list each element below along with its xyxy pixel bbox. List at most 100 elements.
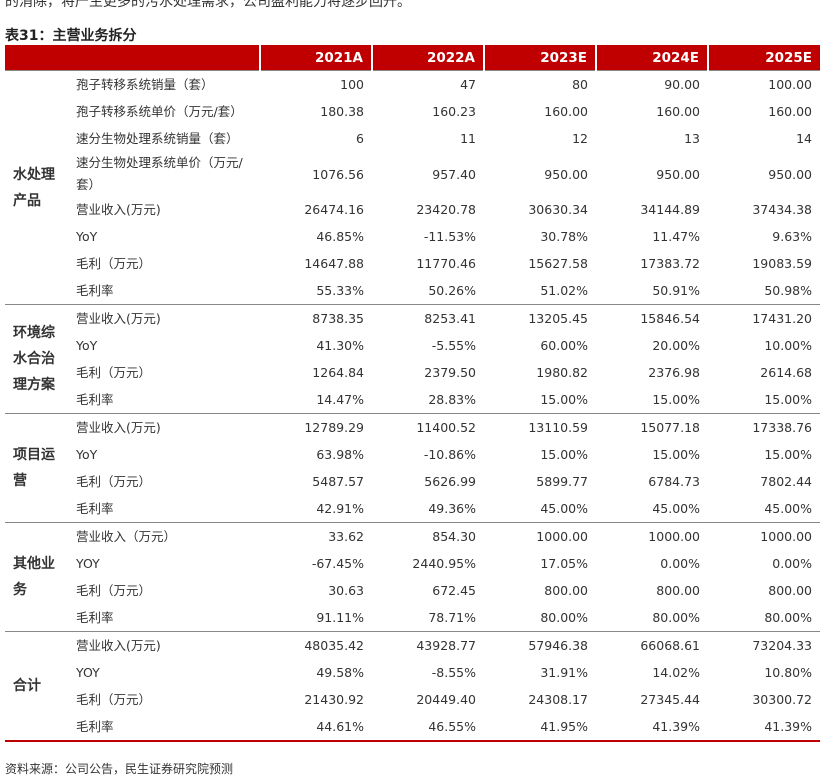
value-cell: 43928.77	[372, 631, 484, 659]
value-cell: 24308.17	[528, 692, 588, 707]
header-cell	[5, 45, 72, 71]
row-label: 营业收入(万元)	[76, 419, 161, 435]
group-label: 其他业务	[13, 556, 55, 598]
value-cell: 27345.44	[640, 692, 700, 707]
value-cell: 14	[796, 131, 812, 146]
row-label-cell: 营业收入(万元)	[72, 196, 260, 223]
intro-text: 的消除，将产生更多的污水处理需求，公司盈利能力将逐步回升。	[5, 0, 411, 10]
value-cell: 5487.57	[312, 474, 364, 489]
row-label: YoY	[76, 228, 98, 244]
value-cell: 50.98%	[764, 283, 812, 298]
value-cell: 30300.72	[752, 692, 812, 707]
row-label-cell: YOY	[72, 550, 260, 577]
value-cell: 17338.76	[708, 413, 820, 441]
table-row: 毛利（万元） 5487.57 5626.99 5899.77 6784.73 7802.4…	[5, 468, 820, 495]
value-cell: 20449.40	[416, 692, 476, 707]
table-row: 速分生物处理系统销量（套） 6 11 12 13 14	[5, 125, 820, 152]
value-cell: 80.00%	[540, 610, 588, 625]
value-cell: 1264.84	[312, 365, 364, 380]
table-row: 营业收入(万元) 26474.16 23420.78 30630.34 34144.89…	[5, 196, 820, 223]
value-cell: 26474.16	[304, 202, 364, 217]
value-cell: 80.00%	[764, 610, 812, 625]
table-row: 合计 营业收入(万元) 48035.42 43928.77 57946.38 66068.…	[5, 631, 820, 742]
value-cell: 1000.00	[708, 522, 820, 550]
value-cell: 10.80%	[764, 665, 812, 680]
value-cell: 11770.46	[416, 256, 476, 271]
table-row: 毛利率 42.91% 49.36% 45.00% 45.00% 45.00%	[5, 495, 820, 523]
value-cell: 90.00	[596, 70, 708, 98]
row-label: 毛利（万元）	[76, 691, 152, 707]
row-label: 毛利（万元）	[76, 473, 152, 489]
value-cell: 854.30	[372, 522, 484, 550]
value-cell: 78.71%	[428, 610, 476, 625]
value-cell: 34144.89	[640, 202, 700, 217]
value-cell: 48035.42	[260, 631, 372, 659]
value-cell: 66068.61	[596, 631, 708, 659]
header-cell	[72, 45, 260, 71]
value-cell: 91.11%	[316, 610, 364, 625]
table-row: 孢子转移系统单价（万元/套） 180.38 160.23 160.00 160.00 16…	[5, 98, 820, 125]
row-label-cell: 孢子转移系统单价（万元/套）	[72, 98, 260, 125]
value-cell: 47	[372, 70, 484, 98]
group-cell: 环境综水合治理方案	[5, 304, 72, 414]
value-cell: 17383.72	[640, 256, 700, 271]
value-cell: 80.00%	[652, 610, 700, 625]
table-row: 毛利（万元） 14647.88 11770.46 15627.58 17383.72 19…	[5, 250, 820, 277]
value-cell: 957.40	[432, 166, 476, 182]
table-row: 环境综水合治理方案 营业收入(万元) 8738.35 8253.41 13205.45 1…	[5, 304, 820, 414]
value-cell: 160.00	[544, 104, 588, 119]
row-label-cell: 毛利（万元）	[72, 359, 260, 386]
group-cell: 其他业务	[5, 522, 72, 632]
row-label: 毛利率	[76, 718, 114, 734]
value-cell: 46.55%	[372, 713, 484, 742]
row-label-cell: 营业收入(万元)	[72, 413, 260, 441]
table-row: YoY 46.85% -11.53% 30.78% 11.47% 9.63%	[5, 223, 820, 250]
value-cell: 17431.20	[708, 304, 820, 332]
row-label: 毛利率	[76, 391, 114, 407]
value-cell: 49.36%	[428, 501, 476, 516]
value-cell: 20.00%	[652, 338, 700, 353]
value-cell: 13	[684, 131, 700, 146]
value-cell: 15.00%	[540, 447, 588, 462]
value-cell: 15077.18	[596, 413, 708, 441]
value-cell: 42.91%	[316, 501, 364, 516]
value-cell: -8.55%	[431, 665, 476, 680]
row-label: 毛利（万元）	[76, 255, 152, 271]
row-label-cell: 毛利（万元）	[72, 250, 260, 277]
value-cell: 800.00	[656, 583, 700, 598]
value-cell: 2376.98	[648, 365, 700, 380]
value-cell: 15.00%	[764, 447, 812, 462]
value-cell: 1076.56	[312, 166, 364, 182]
group-cell: 项目运营	[5, 413, 72, 523]
source-note: 资料来源：公司公告，民生证券研究院预测	[5, 762, 234, 776]
value-cell: -5.55%	[431, 338, 476, 353]
value-cell: 80	[484, 70, 596, 98]
table-body: 水处理产品 孢子转移系统销量（套） 100 47 80 90.00 100.00 孢子转移系统…	[5, 70, 820, 742]
value-cell: 11	[460, 131, 476, 146]
table-row: 项目运营 营业收入(万元) 12789.29 11400.52 13110.59 1507…	[5, 413, 820, 523]
value-cell: 14.47%	[316, 392, 364, 407]
value-cell: 1000.00	[484, 522, 596, 550]
value-cell: 13110.59	[484, 413, 596, 441]
value-cell: 31.91%	[540, 665, 588, 680]
value-cell: 2440.95%	[412, 556, 476, 571]
row-label: YoY	[76, 446, 98, 462]
row-label-cell: 毛利率	[72, 604, 260, 632]
value-cell: 1980.82	[536, 365, 588, 380]
table-row: 毛利率 44.61% 46.55% 41.95% 41.39% 41.39%	[5, 713, 820, 742]
row-label: 毛利率	[76, 500, 114, 516]
table-row: 毛利（万元） 30.63 672.45 800.00 800.00 800.00	[5, 577, 820, 604]
header-row: 2021A 2022A 2023E 2024E 2025E	[5, 45, 820, 71]
row-label: 营业收入(万元)	[76, 637, 161, 653]
value-cell: 100.00	[708, 70, 820, 98]
year-header: 2021A	[259, 45, 372, 71]
row-label-cell: 毛利（万元）	[72, 577, 260, 604]
row-label-cell: 毛利（万元）	[72, 686, 260, 713]
table-row: 毛利（万元） 21430.92 20449.40 24308.17 27345.44 30…	[5, 686, 820, 713]
value-cell: 17.05%	[540, 556, 588, 571]
row-label: 毛利（万元）	[76, 364, 152, 380]
value-cell: 9.63%	[772, 229, 812, 244]
table-row: YOY -67.45% 2440.95% 17.05% 0.00% 0.00%	[5, 550, 820, 577]
table-row: YoY 63.98% -10.86% 15.00% 15.00% 15.00%	[5, 441, 820, 468]
